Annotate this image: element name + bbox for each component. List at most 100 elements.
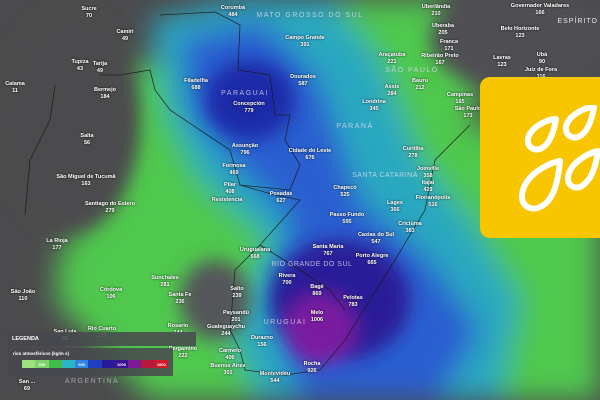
city-marker[interactable]: Corumbá 484 <box>221 5 245 18</box>
city-marker[interactable]: San ... 69 <box>19 379 35 392</box>
city-marker[interactable]: Camiri 49 <box>116 29 133 42</box>
city-marker[interactable]: Campo Grande 391 <box>285 35 324 48</box>
city-marker[interactable]: Joinville 358 <box>417 166 439 179</box>
legend-header[interactable]: LEGENDA <box>8 332 196 346</box>
city-name: Caxias do Sul <box>357 232 395 238</box>
city-value: 43 <box>76 65 84 72</box>
city-marker[interactable]: Santa Fe 236 <box>169 292 192 305</box>
city-marker[interactable]: Carmelo 406 <box>219 348 241 361</box>
city-name: Ribeirão Preto <box>421 53 459 59</box>
city-marker[interactable]: Resistencia <box>212 197 243 204</box>
legend-swatch: 1000 <box>114 360 129 368</box>
city-value: 469 <box>229 169 239 176</box>
city-marker[interactable]: Uberlândia 210 <box>422 4 450 17</box>
city-marker[interactable]: Filadelfia 688 <box>184 78 208 91</box>
city-marker[interactable]: Chapecó 525 <box>333 185 356 198</box>
city-marker[interactable]: Calama 11 <box>5 81 25 94</box>
city-marker[interactable]: Bermejo 184 <box>94 87 116 100</box>
city-marker[interactable]: Franca 171 <box>440 39 458 52</box>
city-value: 391 <box>300 41 310 48</box>
city-marker[interactable]: Campinas 165 <box>447 92 473 105</box>
city-name: Sunchales <box>151 275 179 281</box>
city-name: Belo Horizonte <box>500 26 540 32</box>
city-name: Rocha <box>303 361 321 367</box>
city-marker[interactable]: Ubá 90 <box>537 52 547 65</box>
city-marker[interactable]: Buenos Aires 301 <box>210 363 245 376</box>
city-marker[interactable]: Sucre 70 <box>81 6 96 19</box>
city-marker[interactable]: Sunchales 281 <box>151 275 179 288</box>
city-marker[interactable]: Tarija 49 <box>93 61 107 74</box>
city-marker[interactable]: Ribeirão Preto 167 <box>421 53 459 66</box>
city-name: Uberaba <box>431 23 455 29</box>
city-value: 627 <box>276 197 286 204</box>
city-marker[interactable]: Durazno 156 <box>251 335 273 348</box>
city-name: Tarija <box>92 61 108 67</box>
city-marker[interactable]: Lavras 123 <box>493 55 511 68</box>
city-marker[interactable]: Melo 1006 <box>311 310 324 323</box>
city-marker[interactable]: Santa Maria 767 <box>313 244 344 257</box>
city-marker[interactable]: Paysandú 201 <box>223 310 249 323</box>
raindrops-icon <box>518 105 600 212</box>
city-marker[interactable]: Porto Alegre 665 <box>356 253 389 266</box>
city-marker[interactable]: Córdova 106 <box>100 287 122 300</box>
legend-colorbar: 300 600 1000 1600 <box>22 360 168 368</box>
city-marker[interactable]: Assis 284 <box>385 84 400 97</box>
city-marker[interactable]: Pergamino 222 <box>169 346 197 359</box>
city-marker[interactable]: Concepción 779 <box>233 101 264 114</box>
region-label: URUGUAI <box>263 319 307 326</box>
city-name: Pelotas <box>343 295 363 301</box>
city-name: Governador Valadares <box>510 3 570 9</box>
city-marker[interactable]: Belo Horizonte 123 <box>501 26 540 39</box>
city-marker[interactable]: São Paulo 173 <box>455 106 482 119</box>
city-marker[interactable]: Salto 239 <box>230 286 243 299</box>
city-marker[interactable]: Uruguaiana 568 <box>240 247 270 260</box>
city-marker[interactable]: Pelotas 783 <box>343 295 363 308</box>
city-value: 525 <box>340 191 350 198</box>
city-name: Montevidéu <box>259 371 291 377</box>
city-marker[interactable]: Dourados 587 <box>290 74 316 87</box>
city-name: Córdova <box>99 287 123 293</box>
city-marker[interactable]: Lages 366 <box>387 200 403 213</box>
city-marker[interactable]: Governador Valadares 166 <box>511 3 569 16</box>
city-name: Cidade do Leste <box>288 148 332 154</box>
city-value: 70 <box>85 12 93 19</box>
city-marker[interactable]: Florianópolis 516 <box>416 195 451 208</box>
city-value: 779 <box>244 107 254 114</box>
city-value: 345 <box>369 105 379 112</box>
city-marker[interactable]: São João 110 <box>11 289 35 302</box>
city-marker[interactable]: Gualeguaychu 244 <box>207 324 245 337</box>
city-marker[interactable]: Bauru 212 <box>412 78 428 91</box>
city-marker[interactable]: Posadas 627 <box>270 191 293 204</box>
city-marker[interactable]: Pilar 408 <box>224 182 236 195</box>
city-marker[interactable]: Rocha 926 <box>304 361 321 374</box>
city-marker[interactable]: Bagé 869 <box>310 284 323 297</box>
city-value: 547 <box>371 238 381 245</box>
region-label: MATO GROSSO DO SUL <box>256 12 364 19</box>
city-name: São João <box>10 289 36 295</box>
city-name: Buenos Aires <box>210 363 246 369</box>
city-marker[interactable]: Salta 56 <box>80 133 93 146</box>
legend-layer-label: rios atmosféricos (kg/m s) <box>13 351 70 356</box>
city-marker[interactable]: Caxias do Sul 547 <box>358 232 394 245</box>
city-marker[interactable]: São Miguel de Tucumã 163 <box>56 174 115 187</box>
city-marker[interactable]: Itajaí 429 <box>422 180 435 193</box>
city-marker[interactable]: Uberaba 205 <box>432 23 454 36</box>
city-name: Durazno <box>251 335 273 341</box>
city-marker[interactable]: Londrina 345 <box>362 99 386 112</box>
city-marker[interactable]: La Rioja 177 <box>46 238 67 251</box>
city-marker[interactable]: Rivera 700 <box>279 273 296 286</box>
city-marker[interactable]: Santiago do Estero 279 <box>85 201 135 214</box>
city-marker[interactable]: Tupiza 43 <box>71 59 88 72</box>
city-marker[interactable]: Criciúma 383 <box>398 221 422 234</box>
city-marker[interactable]: Formosa 469 <box>222 163 245 176</box>
city-marker[interactable]: Passo Fundo 595 <box>330 212 365 225</box>
city-marker[interactable]: Juiz de Fora116 <box>525 67 557 80</box>
city-marker[interactable]: Cidade do Leste 676 <box>289 148 331 161</box>
city-marker[interactable]: Curitiba 278 <box>403 146 424 159</box>
city-marker[interactable]: Assunção 796 <box>232 143 258 156</box>
city-marker[interactable]: Montevidéu 544 <box>260 371 291 384</box>
city-name: Uberlândia <box>421 4 451 10</box>
city-marker[interactable]: Araçatuba 221 <box>379 52 406 65</box>
city-value: 239 <box>232 292 242 299</box>
